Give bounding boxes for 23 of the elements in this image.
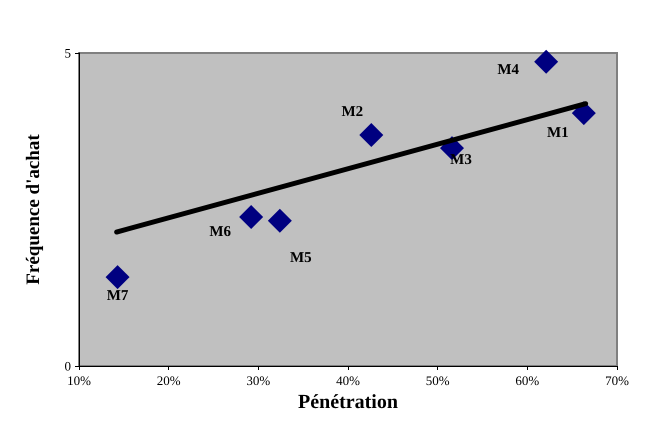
y-tick-label: 0 [64,358,71,374]
point [534,50,558,74]
y-axis-title: Fréquence d'achat [23,134,44,285]
annotation: M6 [209,224,232,240]
point [106,265,130,290]
annotation: M1 [546,125,569,142]
x-tick-label: 30% [246,373,270,388]
x-axis-title: Pénétration [298,390,398,413]
y-tick-label: 5 [64,46,71,60]
annotation: M7 [106,288,129,304]
x-tick-label: 60% [515,373,540,388]
point [268,208,292,233]
x-tick-label: 40% [336,373,360,388]
point [359,123,384,148]
annotation: M4 [497,62,520,78]
x-tick-label: 10% [67,373,92,388]
point [239,205,264,230]
annotation: M3 [450,152,472,168]
annotation: M5 [290,250,312,266]
annotation: M2 [341,104,364,120]
x-tick-label: 50% [426,373,450,388]
x-tick-label: 20% [156,373,181,388]
x-tick-label: 70% [605,373,630,388]
